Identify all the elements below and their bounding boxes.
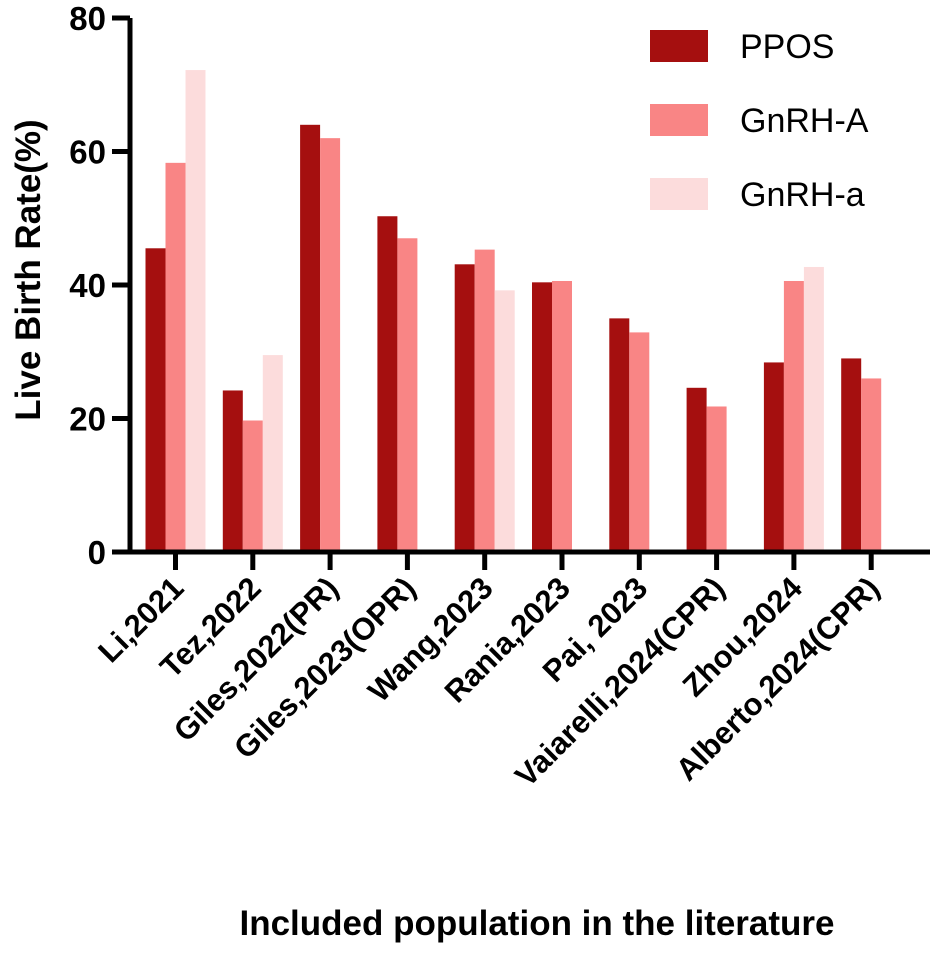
- y-tick-label-1: 20: [69, 401, 106, 438]
- bar-gnrh-a-4: [474, 249, 495, 552]
- bar-gnrh-a-0: [165, 162, 186, 552]
- bar-ppos-6: [609, 318, 630, 552]
- bar-gnrh-a-0: [185, 70, 206, 552]
- y-axis-title: Live Birth Rate(%): [9, 119, 48, 420]
- legend-swatch-gnrh-a: [650, 178, 708, 210]
- bar-gnrh-a-1: [242, 420, 263, 552]
- bar-gnrh-a-5: [552, 280, 572, 552]
- y-tick-label-4: 80: [69, 0, 106, 37]
- bar-ppos-0: [145, 248, 166, 552]
- y-tick-label-0: 0: [88, 534, 106, 571]
- bar-ppos-2: [300, 124, 321, 553]
- legend-label-gnrh-a: GnRH-a: [740, 176, 865, 214]
- bar-gnrh-a-6: [629, 332, 650, 552]
- x-ticks: Li,2021Tez,2022Giles,2022(PR)Giles,2023(…: [91, 552, 886, 794]
- y-tick-label-2: 40: [69, 267, 106, 304]
- bar-ppos-5: [532, 282, 552, 552]
- legend-label-ppos: PPOS: [740, 28, 834, 66]
- legend-label-gnrh-a: GnRH-A: [740, 102, 869, 140]
- bar-gnrh-a-7: [706, 406, 727, 552]
- bar-ppos-9: [841, 358, 862, 552]
- legend-swatch-gnrh-a: [650, 104, 708, 136]
- bar-ppos-3: [377, 216, 398, 552]
- bar-ppos-4: [454, 264, 475, 552]
- y-tick-label-3: 60: [69, 134, 106, 171]
- bars-layer: [145, 70, 882, 553]
- bar-ppos-8: [763, 362, 784, 552]
- bar-gnrh-a-4: [494, 290, 515, 552]
- bar-gnrh-a-1: [262, 355, 283, 552]
- x-axis-title: Included population in the literature: [239, 904, 834, 943]
- bar-gnrh-a-8: [783, 280, 804, 552]
- legend-swatch-ppos: [650, 30, 708, 62]
- bar-gnrh-a-9: [861, 378, 882, 552]
- bar-ppos-7: [686, 387, 707, 552]
- bar-ppos-1: [222, 390, 243, 552]
- y-ticks: 0 20 40 60 80: [69, 0, 130, 571]
- bar-gnrh-a-2: [320, 138, 341, 552]
- legend: PPOS GnRH-A GnRH-a: [650, 28, 869, 214]
- bar-gnrh-a-3: [397, 238, 418, 552]
- bar-gnrh-a-8: [803, 266, 824, 552]
